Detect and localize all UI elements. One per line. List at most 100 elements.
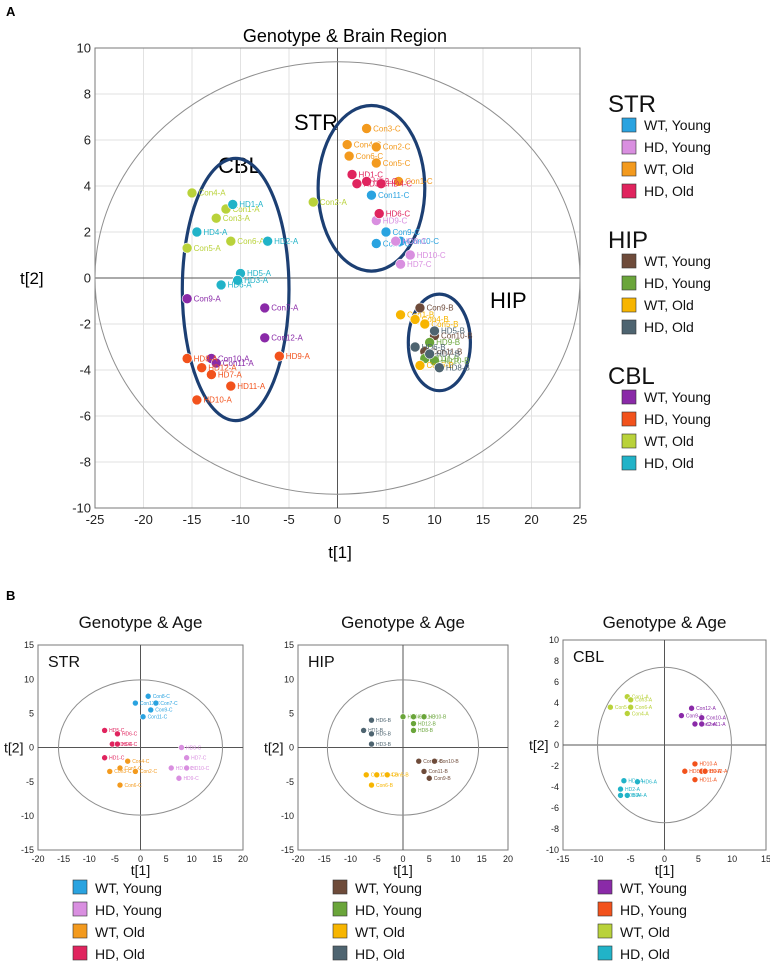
point-label: Con10-C [407, 237, 439, 246]
panel-a-ylabel: t[2] [20, 269, 44, 288]
y-tick-label: -5 [26, 777, 34, 787]
legend-swatch [72, 901, 88, 917]
legend-item-label: WT, Old [95, 924, 145, 940]
y-tick-label: -4 [551, 782, 559, 792]
legend-item-label: WT, Young [644, 389, 711, 405]
point-label: Con12-A [696, 706, 716, 712]
data-point [343, 150, 355, 162]
point-label: Con7-C [160, 701, 178, 707]
x-tick-label: 15 [476, 512, 490, 527]
point-label: Con3-A [635, 698, 653, 704]
x-tick-label: -15 [183, 512, 202, 527]
legend-swatch [621, 433, 637, 449]
subplot-xlabel: t[1] [393, 862, 412, 878]
point-label: HD6-A [228, 281, 253, 290]
legend-item-label: WT, Old [644, 433, 694, 449]
y-tick-label: 10 [24, 674, 34, 684]
point-label: Con4-C [354, 140, 382, 149]
x-tick-label: -5 [283, 512, 295, 527]
point-label: HD6-B [422, 343, 446, 352]
point-label: HD10-B [429, 715, 447, 721]
y-tick-label: -8 [79, 455, 91, 470]
data-point [410, 720, 417, 727]
point-label: Con1-C [405, 177, 433, 186]
x-tick-label: 0 [138, 854, 143, 864]
y-tick-label: 8 [554, 656, 559, 666]
x-tick-label: -10 [231, 512, 250, 527]
legend-swatch [332, 879, 348, 895]
legend-item-label: HD, Old [620, 946, 670, 962]
point-label: HD1-B [368, 728, 384, 734]
point-label: Con5-B [392, 773, 410, 779]
point-label: HD10-C [417, 251, 446, 260]
y-tick-label: 0 [554, 740, 559, 750]
legend-swatch [332, 901, 348, 917]
y-tick-label: -8 [551, 824, 559, 834]
legend-item-label: WT, Young [620, 880, 687, 896]
x-tick-label: -5 [373, 854, 381, 864]
data-point [627, 703, 634, 711]
data-point [434, 362, 445, 374]
data-point [114, 730, 121, 738]
data-point [623, 792, 631, 799]
data-point [420, 713, 428, 721]
point-label: HD8-B [446, 364, 470, 373]
point-label: HD8-A [194, 354, 219, 363]
point-label: HD10-C [191, 766, 209, 772]
legend-item-label: HD, Old [644, 455, 694, 471]
panel-b-letter: B [6, 588, 15, 603]
x-tick-label: -5 [111, 854, 119, 864]
x-tick-label: 10 [450, 854, 460, 864]
data-point [691, 760, 699, 768]
point-label: HD5-B [441, 327, 465, 336]
point-label: HD1-C [109, 756, 125, 762]
data-point [368, 730, 375, 738]
legend-item-label: HD, Young [644, 139, 711, 155]
data-point [424, 348, 435, 360]
legend-swatch [597, 945, 613, 961]
subplot-ylabel: t[2] [264, 740, 283, 756]
data-point [410, 727, 417, 734]
data-point [410, 713, 417, 721]
data-point [698, 720, 706, 728]
point-label: HD4-C [122, 742, 138, 748]
point-label: HD9-A [286, 352, 311, 361]
y-tick-label: 0 [84, 271, 91, 286]
point-label: Con11-B [429, 769, 449, 775]
data-point [399, 713, 407, 721]
legend-heading: CBL [608, 363, 655, 390]
data-point [147, 706, 155, 714]
y-tick-label: 10 [77, 41, 91, 56]
data-point [196, 362, 207, 374]
legend-item-label: HD, Young [95, 902, 162, 918]
subplot-xlabel: t[1] [655, 862, 674, 878]
data-point [351, 178, 363, 189]
point-label: Con9-C [155, 708, 173, 714]
legend-swatch [332, 923, 348, 939]
y-tick-label: -2 [79, 317, 91, 332]
data-point [366, 189, 377, 201]
y-tick-label: 4 [84, 179, 91, 194]
point-label: Con4-B [422, 315, 449, 324]
point-label: HD6-C [122, 732, 138, 738]
legend-item-label: WT, Old [644, 161, 694, 177]
point-label: HD8-C [402, 237, 427, 246]
data-point [307, 196, 319, 208]
point-label: HD7-A [218, 370, 243, 379]
data-point [124, 757, 131, 765]
data-point [617, 792, 624, 799]
point-label: HD3-A [244, 276, 269, 285]
point-label: Con11-A [223, 359, 255, 368]
data-point [139, 713, 147, 721]
panel-b: Genotype & Age-20 -15 -10 -5 0 5 10 15 20-15-10-… [4, 613, 770, 962]
point-label: Con5-A [615, 705, 633, 711]
data-point [181, 242, 193, 254]
legend-swatch [597, 923, 613, 939]
data-point [373, 771, 381, 779]
subplot-title: Genotype & Age [79, 613, 203, 632]
group-label-hip: HIP [490, 288, 527, 313]
data-point [415, 757, 423, 765]
point-label: HD3-B [376, 742, 392, 748]
x-tick-label: 25 [573, 512, 587, 527]
data-point [395, 258, 406, 270]
